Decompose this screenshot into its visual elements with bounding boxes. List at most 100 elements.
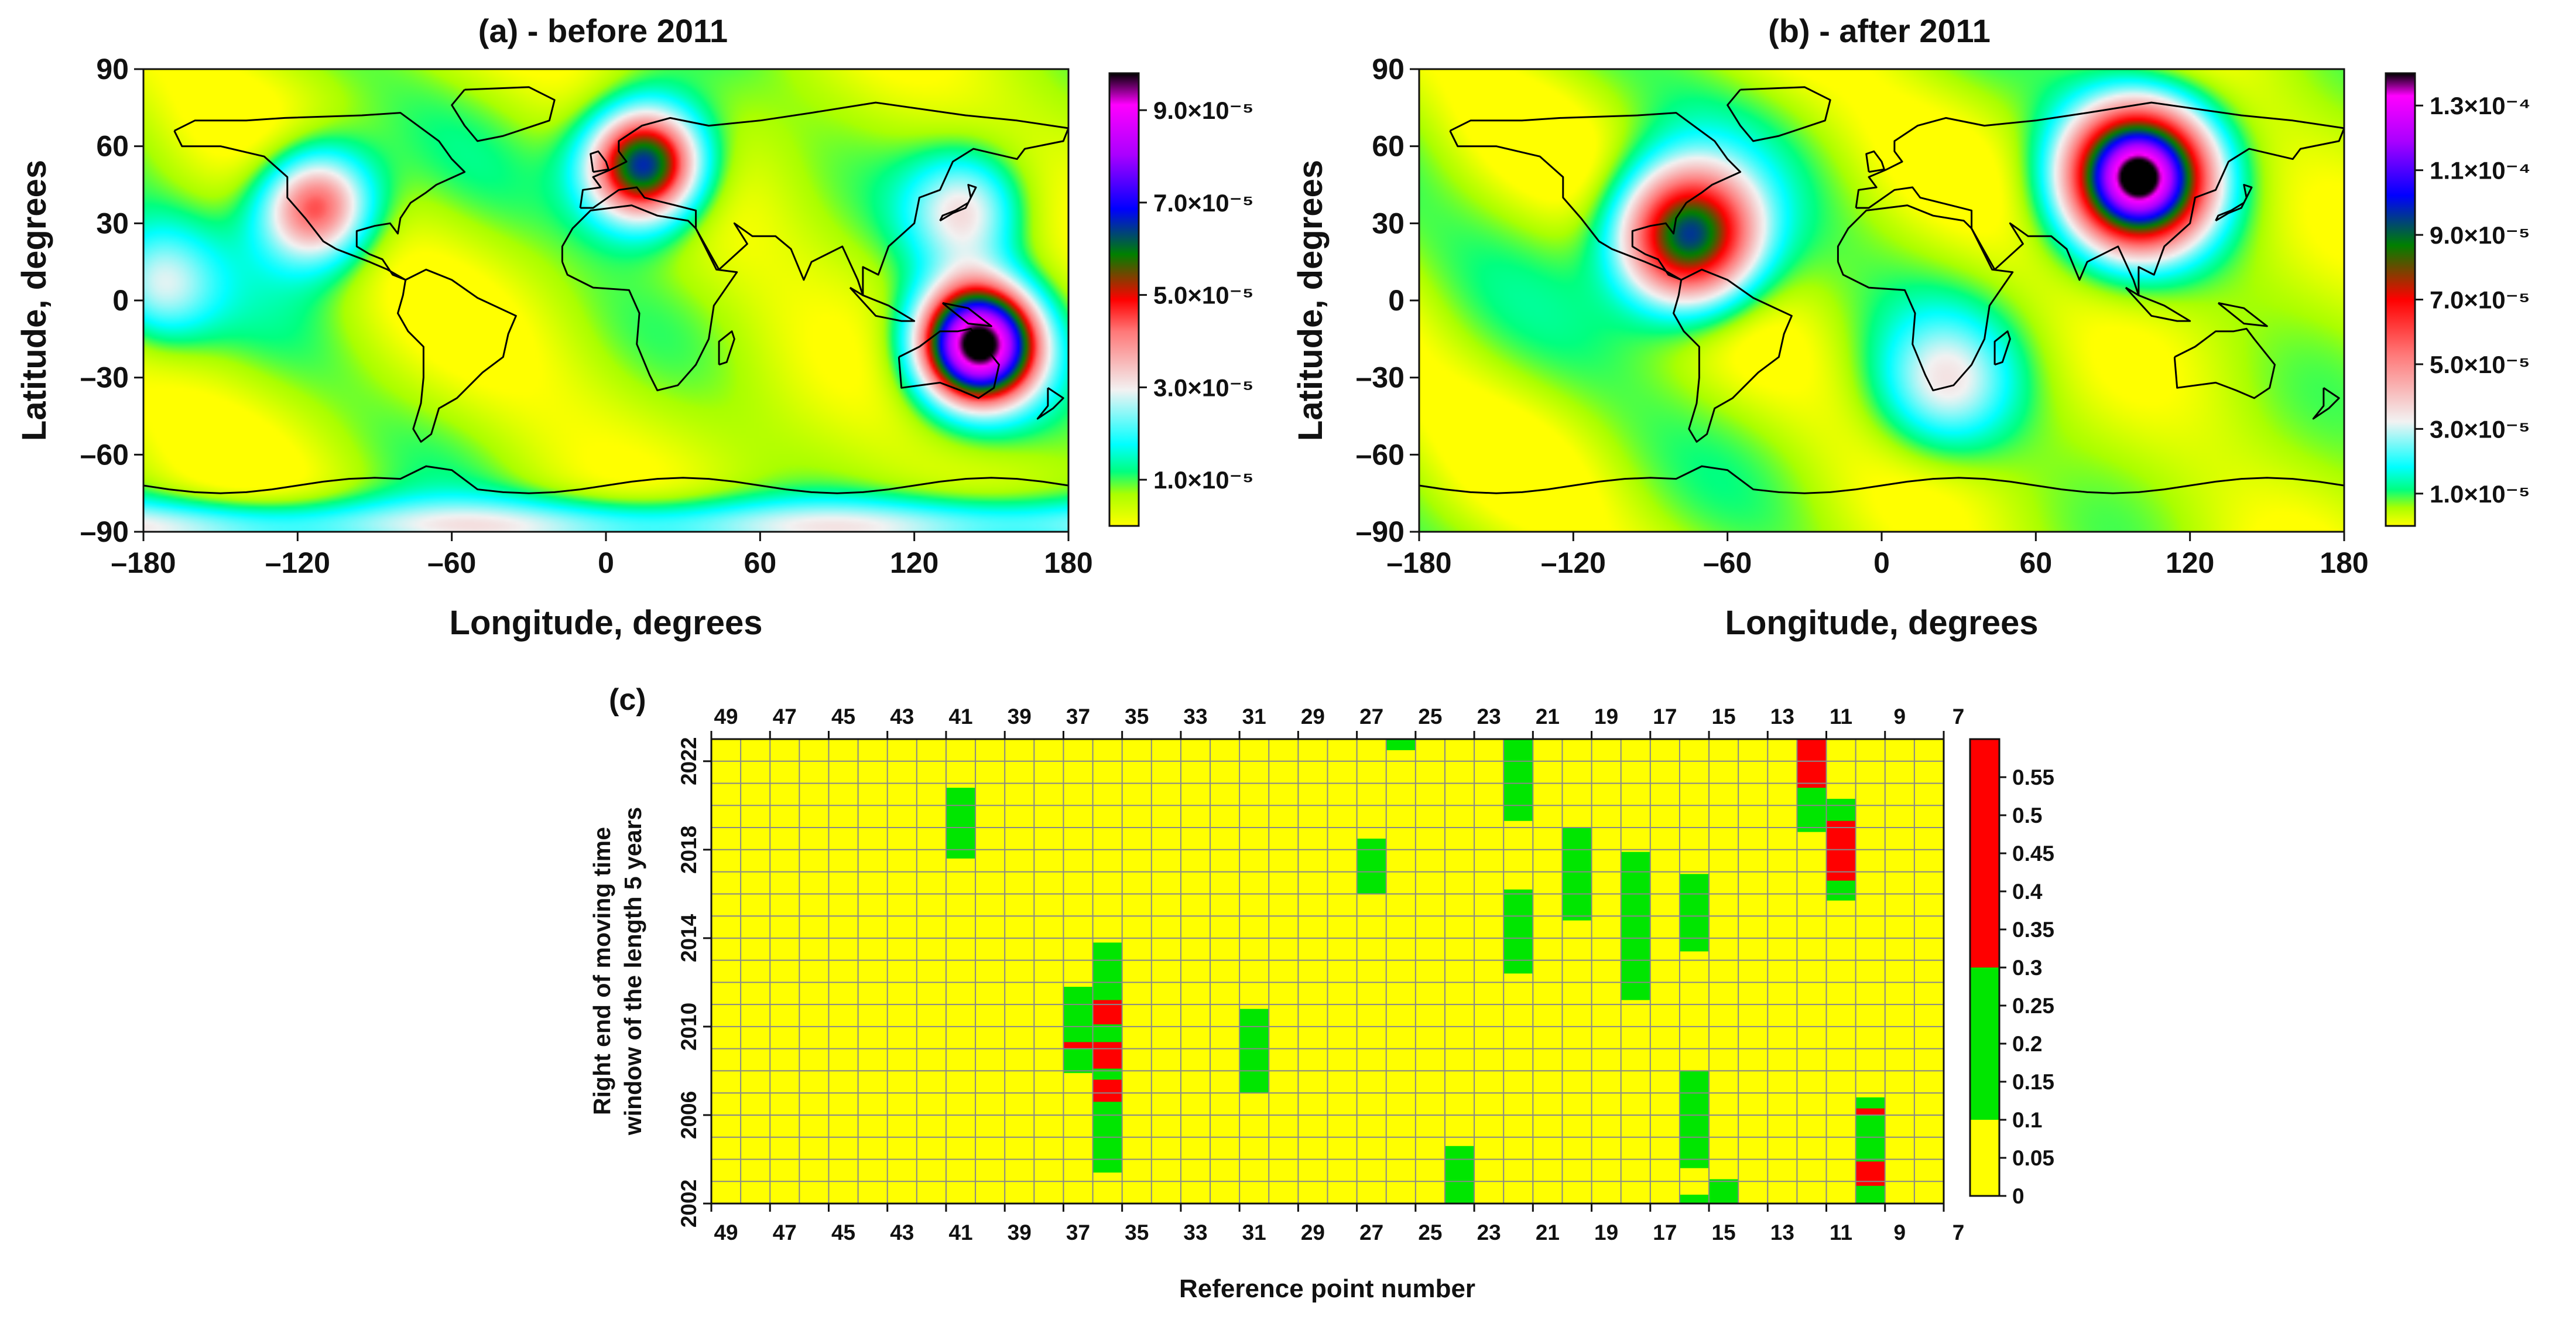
xtick-label-top: 39 [1008, 705, 1032, 729]
colorbar-label: 1.0×10⁻⁵ [2430, 480, 2530, 508]
coast-indonesia [2125, 286, 2191, 322]
xtick-label-top: 25 [1418, 705, 1442, 729]
xtick-label-top: 35 [1125, 705, 1149, 729]
cell-point-37 [1063, 986, 1093, 1074]
ytick-label: 2014 [677, 914, 701, 962]
xtick-label-bottom: 21 [1536, 1221, 1560, 1245]
xtick-label-top: 27 [1359, 705, 1383, 729]
map-b-coastlines [1419, 86, 2345, 494]
coast-eurasia [579, 101, 1070, 296]
map-b-heatmap [1419, 69, 2344, 532]
cell-point-16 [1679, 1071, 1710, 1168]
coast-indonesia [849, 286, 916, 322]
colorbar-c-label: 0.05 [2012, 1146, 2054, 1170]
xtick-label-bottom: 19 [1594, 1221, 1618, 1245]
cell-point-15 [1709, 1179, 1739, 1204]
colorbar-label: 9.0×10⁻⁵ [2430, 221, 2530, 249]
ytick-label: –90 [1356, 515, 1405, 548]
colorbar-c-label: 0.15 [2012, 1070, 2054, 1094]
xtick-label-bottom: 17 [1653, 1221, 1677, 1245]
colorbar-c-bin [1970, 968, 1999, 1120]
ytick-label: 0 [1388, 284, 1405, 317]
panel-c-title: (c) [609, 683, 646, 717]
ytick-label: –30 [1356, 361, 1405, 394]
coast-greenland [1727, 86, 1831, 142]
map-a-heatmap [143, 69, 1068, 532]
xtick-label-bottom: 41 [948, 1221, 972, 1245]
ytick-label: 30 [1372, 207, 1405, 240]
map-a-raster [143, 69, 1068, 532]
coast-eurasia [1855, 101, 2345, 296]
colorbar-c-label: 0.45 [2012, 842, 2054, 866]
colorbar-c-label: 0.4 [2012, 880, 2043, 904]
colorbar-label: 1.0×10⁻⁵ [1153, 466, 1254, 494]
xtick-label-bottom: 35 [1125, 1221, 1149, 1245]
xtick-label-bottom: 33 [1183, 1221, 1207, 1245]
xtick-label-bottom: 7 [1952, 1221, 1965, 1245]
cell-point-18 [1621, 852, 1650, 1000]
colorbar-c-label: 0.2 [2012, 1032, 2042, 1056]
ytick-label: –90 [80, 515, 129, 548]
xtick-label: –120 [1541, 546, 1606, 579]
cell-point-10 [1855, 1161, 1885, 1186]
coast-south-america [397, 268, 517, 443]
map-b-xlabel: Longitude, degrees [1725, 604, 2039, 642]
map-b-ylabel: Latitude, degrees [1292, 160, 1330, 441]
colorbar-c-label: 0.3 [2012, 956, 2042, 980]
cell-point-16 [1679, 1194, 1710, 1204]
cell-point-10 [1855, 1108, 1885, 1115]
ytick-label: 30 [96, 207, 129, 240]
xtick-label-top: 11 [1830, 705, 1852, 729]
xtick-label-bottom: 25 [1418, 1221, 1442, 1245]
xtick-label: –60 [427, 546, 476, 579]
coast-south-america [1673, 268, 1793, 443]
xtick-label-top: 29 [1301, 705, 1325, 729]
cell-point-27 [1356, 838, 1386, 894]
xtick-label-top: 31 [1242, 705, 1266, 729]
colorbar-label: 1.3×10⁻⁴ [2430, 92, 2531, 119]
coast-australia [898, 327, 1000, 399]
xtick-label-bottom: 9 [1894, 1221, 1906, 1245]
ytick-label: 60 [96, 130, 129, 163]
xtick-label: 120 [890, 546, 938, 579]
xtick-label-bottom: 45 [831, 1221, 855, 1245]
ytick-label: 2010 [677, 1003, 701, 1051]
coast-australia [2173, 327, 2276, 399]
grid-c-ticks: 49 49 47 47 45 45 43 43 41 41 39 39 37 37 35 35 33 33 31 31… [677, 705, 1964, 1245]
panel-a-title: (a) - before 2011 [478, 12, 728, 49]
cell-point-36 [1092, 1042, 1122, 1069]
coast-north-america [1449, 112, 1742, 281]
xtick-label-top: 49 [714, 705, 738, 729]
xtick-label-bottom: 29 [1301, 1221, 1325, 1245]
ytick-label: 2022 [677, 737, 701, 785]
xtick-label-bottom: 31 [1242, 1221, 1266, 1245]
colorbar-c-label: 0.55 [2012, 765, 2054, 789]
xtick-label: 180 [2320, 546, 2368, 579]
coast-madagascar [1993, 330, 2011, 366]
colorbar-c-bin [1970, 1120, 1999, 1196]
xtick-label-bottom: 49 [714, 1221, 738, 1245]
coast-uk [590, 150, 609, 173]
colorbar-label: 5.0×10⁻⁵ [2430, 351, 2530, 378]
xtick-label: 120 [2166, 546, 2214, 579]
ytick-label: 90 [96, 53, 129, 86]
coast-africa [1837, 204, 2014, 392]
colorbar-c: 0 0.05 0.1 0.15 0.2 0.25 0.3 0.35 0.4 0.45 0.5 0.55 [1969, 738, 2054, 1208]
xtick-label-top: 9 [1894, 705, 1906, 729]
cell-point-36 [1092, 1000, 1122, 1025]
xtick-label-bottom: 11 [1830, 1221, 1852, 1245]
ytick-label: –60 [1356, 438, 1405, 471]
cell-point-24 [1444, 1146, 1475, 1204]
coast-madagascar [718, 330, 735, 366]
coast-new-guinea [2217, 302, 2268, 327]
xtick-label-bottom: 27 [1359, 1221, 1383, 1245]
panel-c-reference-points: (c) 49 49 47 47 45 45 43 43 41 41 39 39 37 37 35 35 33 33… [588, 683, 2054, 1303]
xtick-label-top: 7 [1952, 705, 1965, 729]
grid-c-lines [711, 739, 1944, 1204]
xtick-label: –120 [265, 546, 330, 579]
ytick-label: 2002 [677, 1180, 701, 1228]
colorbar-a [1108, 72, 1140, 527]
map-a-ylabel: Latitude, degrees [15, 160, 53, 441]
xtick-label-bottom: 47 [773, 1221, 797, 1245]
xtick-label: –180 [1386, 546, 1451, 579]
